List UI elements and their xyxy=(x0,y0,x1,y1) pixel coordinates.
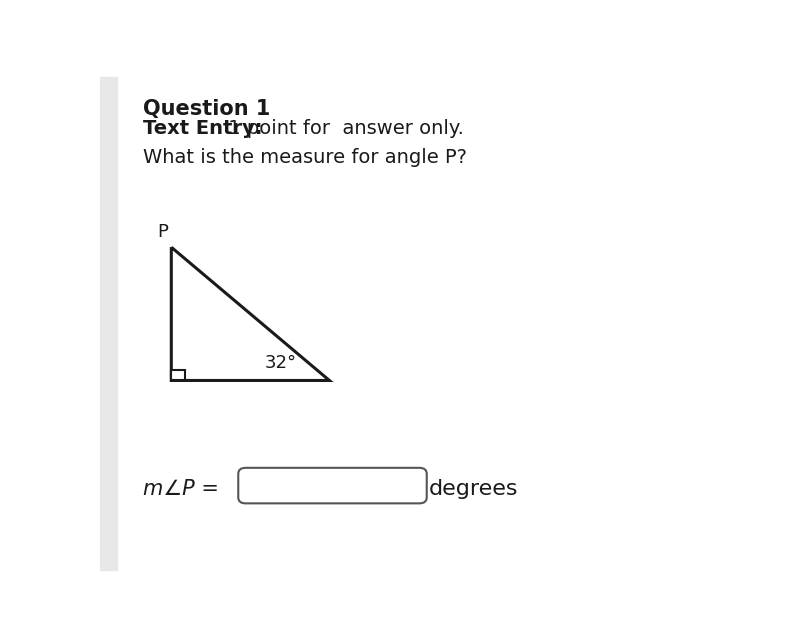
Bar xyxy=(100,77,118,570)
Text: Text Entry:: Text Entry: xyxy=(143,119,263,138)
Text: degrees: degrees xyxy=(429,479,518,499)
Text: Question 1: Question 1 xyxy=(143,99,270,119)
Text: 1 point for  answer only.: 1 point for answer only. xyxy=(222,119,463,138)
Text: What is the measure for angle P?: What is the measure for angle P? xyxy=(143,149,467,167)
Text: P: P xyxy=(158,223,168,241)
Bar xyxy=(171,370,185,381)
Text: m∠P =: m∠P = xyxy=(143,479,219,499)
FancyBboxPatch shape xyxy=(238,468,426,503)
Text: 32°: 32° xyxy=(264,354,297,372)
